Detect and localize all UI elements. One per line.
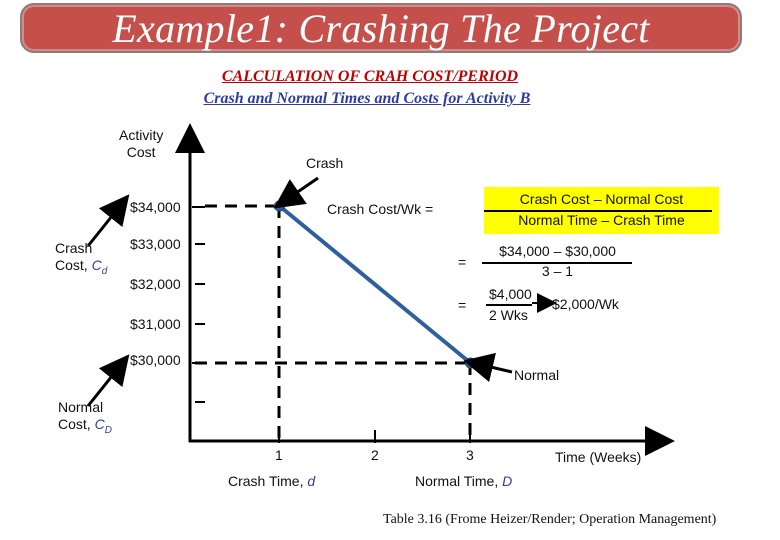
step2-fraction-bar [486, 304, 532, 306]
y-tick-label: $34,000 [130, 199, 181, 215]
source-caption: Table 3.16 (Frome Heizer/Render; Operati… [383, 512, 717, 527]
crash-cost-symbol: Cd [91, 257, 108, 277]
y-tick-label: $33,000 [130, 236, 181, 252]
normal-time-label: Normal Time, D [415, 473, 513, 489]
step1-denominator: 3 – 1 [541, 263, 574, 279]
x-axis-title: Time (Weeks) [555, 449, 642, 465]
step2-numerator: $4,000 [489, 286, 532, 302]
x-tick-label: 3 [466, 447, 474, 463]
slide-title-banner: Example1: Crashing The Project [20, 3, 742, 53]
normal-cost-label: Normal Cost, CD [58, 399, 112, 436]
crash-cost-label: Crash Cost, Cd [55, 240, 108, 277]
formula-result: $2,000/Wk [552, 296, 619, 312]
step1-numerator: $34,000 – $30,000 [499, 243, 616, 259]
formula-numerator: Crash Cost – Normal Cost [519, 191, 684, 207]
formula-fraction-bar [484, 210, 712, 212]
crash-cost-arrow [86, 194, 130, 247]
normal-cost-symbol: CD [94, 416, 112, 436]
x-tick-label: 2 [371, 447, 379, 463]
normal-point [465, 357, 476, 369]
step1-fraction-bar [482, 262, 632, 264]
y-tick-label: $30,000 [130, 352, 181, 368]
crash-time-label: Crash Time, d [228, 473, 316, 489]
activity-heading: Crash and Normal Times and Costs for Act… [203, 90, 531, 107]
normal-cost-arrow [86, 354, 130, 407]
y-tick-label: $32,000 [130, 276, 181, 292]
normal-pointer-arrow [463, 352, 513, 383]
y-axis-title: Activity Cost [119, 127, 164, 160]
crash-point [274, 200, 285, 212]
normal-label: Normal [514, 367, 560, 383]
crash-pointer-arrow [273, 176, 319, 209]
cost-line [278, 204, 472, 365]
step2-equals: = [458, 297, 467, 313]
y-tick-label: $31,000 [130, 316, 181, 332]
slide-title: Example1: Crashing The Project [112, 5, 650, 51]
formula-lhs: Crash Cost/Wk = [327, 201, 434, 217]
step1-equals: = [458, 254, 467, 270]
step2-denominator: 2 Wks [489, 307, 528, 323]
formula-denominator: Normal Time – Crash Time [518, 212, 685, 228]
calculation-heading: CALCULATION OF CRAH COST/PERIOD [221, 68, 519, 85]
x-tick-label: 1 [275, 447, 283, 463]
crash-label: Crash [306, 155, 344, 171]
